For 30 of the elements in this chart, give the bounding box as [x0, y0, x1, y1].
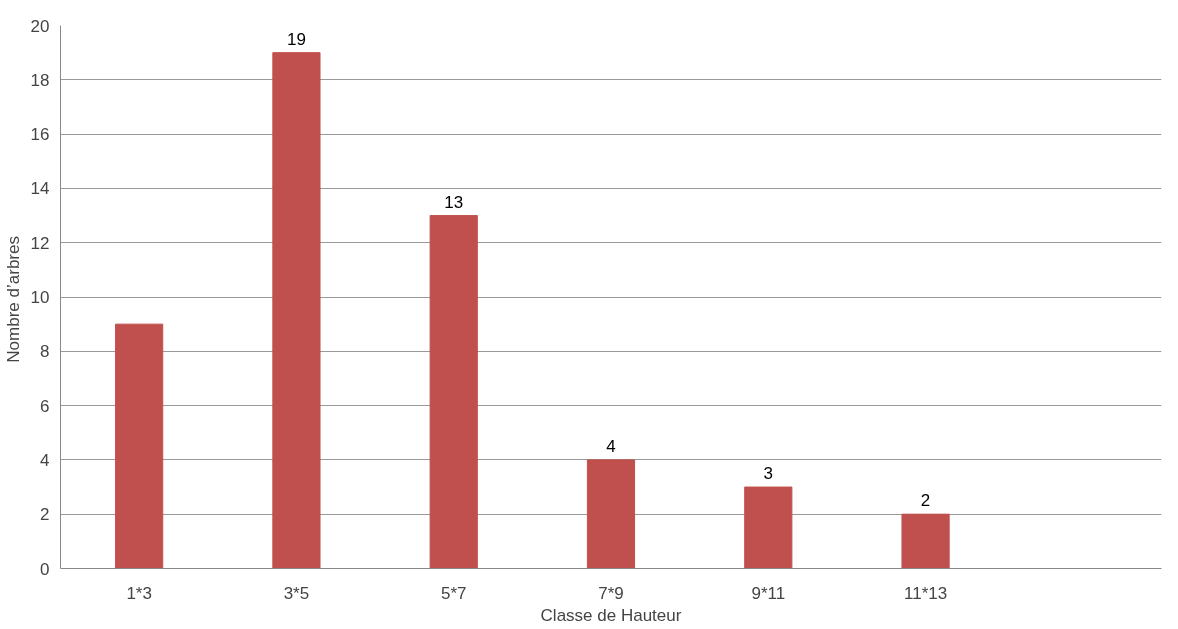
y-tick-label: 6	[40, 396, 50, 416]
x-tick-label: 9*11	[751, 583, 786, 603]
data-label: 19	[286, 29, 306, 49]
x-axis-title: Classe de Hauteur	[540, 605, 682, 625]
bar	[586, 459, 636, 569]
x-tick-label: 7*9	[598, 583, 624, 603]
y-tick-label: 20	[30, 16, 50, 36]
x-tick-label: 3*5	[283, 583, 310, 603]
x-tick-label: 11*13	[903, 583, 948, 603]
bar	[272, 52, 321, 569]
bar	[115, 323, 164, 569]
y-tick-label: 12	[30, 233, 50, 253]
x-tick-label: 5*7	[440, 583, 467, 603]
y-tick-label: 10	[30, 288, 50, 307]
data-label: 3	[763, 464, 774, 484]
y-axis-title: Nombre d’arbres	[3, 236, 23, 363]
y-tick-label: 18	[30, 70, 50, 90]
y-tick-label: 2	[40, 505, 50, 525]
bar	[429, 215, 478, 569]
y-tick-label: 8	[40, 342, 50, 362]
y-tick-label: 14	[30, 179, 50, 199]
x-tick-label: 1*3	[126, 583, 152, 603]
y-tick-label: 16	[30, 125, 50, 145]
bar	[744, 486, 793, 569]
y-tick-label: 4	[40, 450, 50, 470]
y-tick-label: 0	[40, 559, 50, 579]
data-label: 13	[444, 192, 464, 212]
bar	[901, 513, 950, 569]
data-label: 4	[606, 436, 616, 456]
data-label: 2	[920, 491, 931, 511]
